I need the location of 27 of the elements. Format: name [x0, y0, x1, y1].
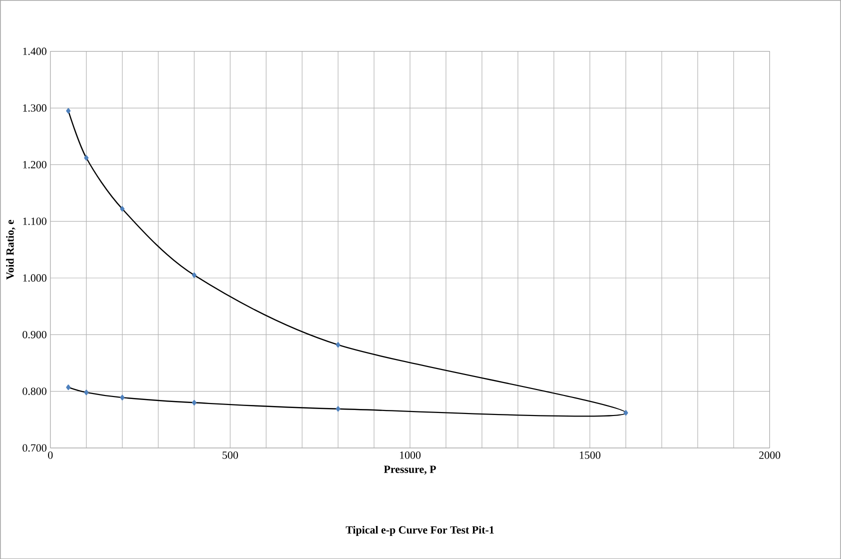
x-tick-label: 0: [48, 451, 53, 459]
y-tick-label: 0.900: [22, 330, 46, 338]
y-tick-label: 0.700: [22, 444, 46, 452]
point: [66, 108, 71, 114]
x-tick-label: 1500: [580, 451, 600, 459]
y-tick-label: 1.400: [23, 48, 46, 55]
point: [192, 400, 196, 406]
point: [84, 154, 89, 161]
x-axis-title: Pressure, P: [384, 466, 436, 474]
y-tick-label: 1.000: [23, 274, 46, 282]
point: [624, 410, 628, 416]
point: [336, 342, 340, 348]
y-tick-label: 1.200: [23, 160, 46, 168]
point: [120, 394, 125, 400]
point: [336, 406, 340, 412]
x-tick-label: 2000: [759, 451, 780, 459]
y-tick-label: 1.300: [23, 104, 46, 112]
point: [192, 272, 196, 278]
y-tick-label: 0.800: [22, 387, 46, 395]
text: Tipical e-p Curve For Test Pit-1: [346, 526, 494, 536]
point: [120, 206, 125, 212]
x-tick-label: 1000: [400, 451, 421, 459]
x-tick-label: 500: [222, 451, 238, 459]
point: [66, 384, 71, 390]
y-axis-title: Void Ratio, e: [6, 220, 16, 280]
y-tick-label: 1.100: [23, 217, 46, 225]
point: [84, 390, 89, 396]
